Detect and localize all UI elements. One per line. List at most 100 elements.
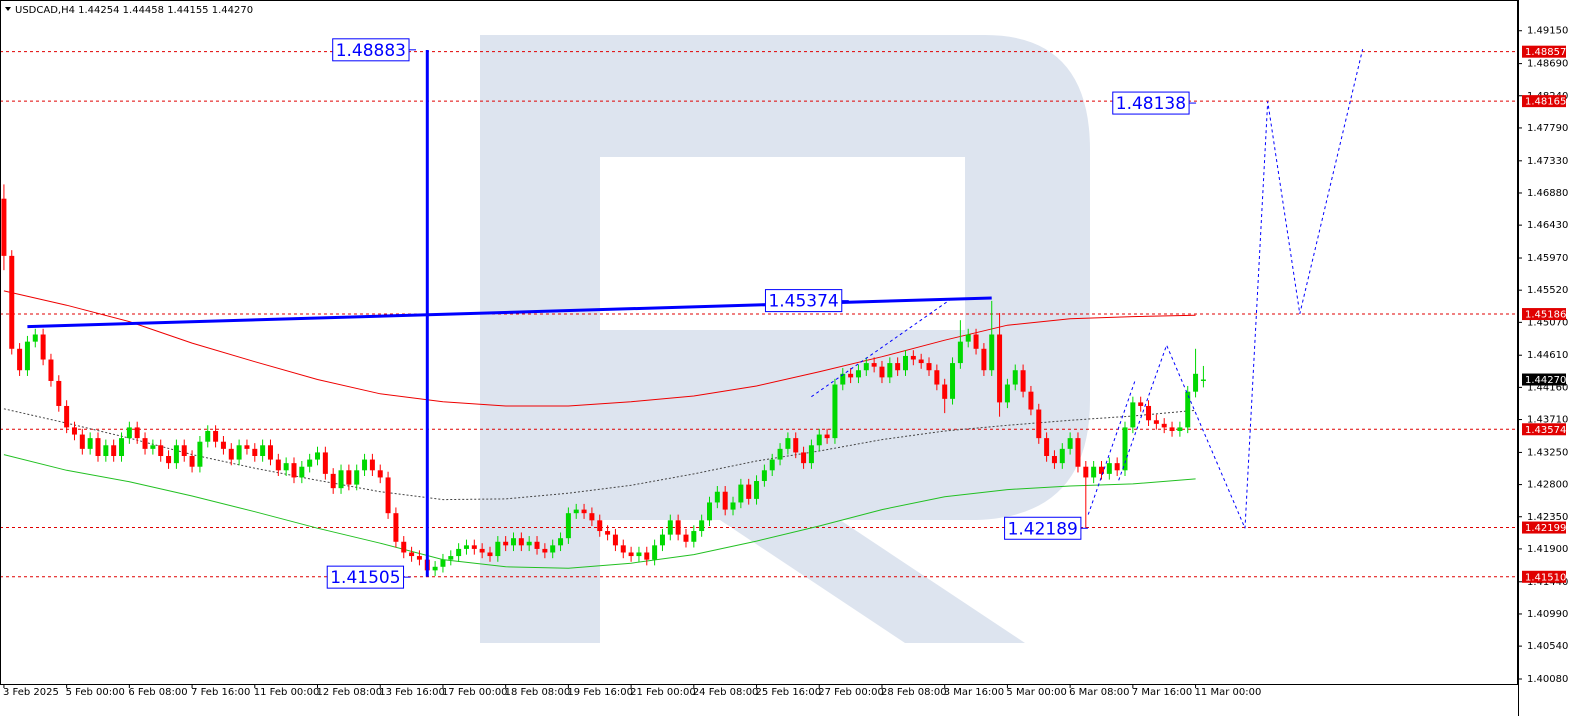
level-price-label: 1.41510 xyxy=(1525,572,1566,583)
candle-body xyxy=(354,470,360,485)
y-tick-label: 1.46430 xyxy=(1527,220,1568,231)
candle-body xyxy=(644,552,650,560)
annotation-label: 1.48883 xyxy=(336,41,406,61)
y-tick-label: 1.44160 xyxy=(1527,382,1568,393)
candle-body xyxy=(667,520,673,535)
level-price-label: 1.43574 xyxy=(1525,425,1566,436)
candle-body xyxy=(213,430,219,442)
x-tick-label: 19 Feb 16:00 xyxy=(567,687,633,698)
candle-body xyxy=(103,445,109,456)
candle-body xyxy=(158,445,164,456)
level-price-box xyxy=(1522,308,1566,321)
candle-body xyxy=(1130,402,1136,428)
candle-body xyxy=(1083,466,1089,478)
candle-body xyxy=(503,541,509,546)
candle-body xyxy=(981,348,987,371)
x-tick-label: 13 Feb 16:00 xyxy=(379,687,445,698)
candle-body xyxy=(542,548,548,553)
y-tick-label: 1.40080 xyxy=(1527,674,1568,685)
y-tick-label: 1.43710 xyxy=(1527,415,1568,426)
x-tick-label: 3 Mar 16:00 xyxy=(944,687,1004,698)
candle-body xyxy=(220,441,226,449)
x-tick-label: 21 Feb 00:00 xyxy=(630,687,696,698)
candle-body xyxy=(197,441,203,467)
candle-body xyxy=(683,534,689,542)
x-tick-label: 11 Mar 00:00 xyxy=(1195,687,1262,698)
candle-body xyxy=(550,545,556,553)
candle-body xyxy=(1012,370,1018,385)
candle-body xyxy=(863,363,869,371)
candle-body xyxy=(1036,409,1042,439)
candle-body xyxy=(769,459,775,471)
candle-body xyxy=(965,334,971,342)
candle-body xyxy=(95,438,101,456)
candle-body xyxy=(597,520,603,532)
candle-body xyxy=(738,484,744,503)
candle-body xyxy=(244,445,250,449)
level-price-label: 1.42199 xyxy=(1525,523,1566,534)
candle-body xyxy=(808,445,814,464)
candle-body xyxy=(895,363,901,371)
candle-body xyxy=(918,359,924,364)
candle-body xyxy=(950,363,956,399)
forecast-line xyxy=(811,297,953,398)
x-tick-label: 18 Feb 08:00 xyxy=(505,687,571,698)
candle-body xyxy=(1067,438,1073,449)
candle-body xyxy=(111,445,117,456)
candle-body xyxy=(48,359,54,381)
candle-body xyxy=(534,541,540,549)
candle-body xyxy=(126,427,132,439)
candle-body xyxy=(730,502,736,510)
candle-body xyxy=(252,448,258,456)
candle-body xyxy=(479,548,485,553)
candle-body xyxy=(275,459,281,471)
candle-body xyxy=(346,470,352,485)
candle-body xyxy=(283,463,289,471)
y-tick-label: 1.40540 xyxy=(1527,641,1568,652)
candle-body xyxy=(558,538,564,546)
candle-body xyxy=(973,334,979,349)
candle-body xyxy=(205,430,211,442)
candle-body xyxy=(1051,456,1057,464)
y-tick-label: 1.48690 xyxy=(1527,59,1568,70)
plot-area xyxy=(0,49,1517,578)
level-price-label: 1.48165 xyxy=(1525,97,1566,108)
watermark xyxy=(480,35,1090,643)
candle-body xyxy=(330,473,336,489)
candle-body xyxy=(17,348,23,371)
candle-body xyxy=(518,538,524,546)
candle-body xyxy=(1138,402,1144,406)
candle-body xyxy=(56,380,62,406)
y-tick-label: 1.47330 xyxy=(1527,156,1568,167)
level-price-box xyxy=(1522,423,1566,436)
x-tick-label: 5 Mar 00:00 xyxy=(1006,687,1066,698)
candle-body xyxy=(307,459,313,467)
candle-body xyxy=(879,366,885,378)
candle-body xyxy=(659,534,665,546)
candle-body xyxy=(173,445,179,464)
candle-body xyxy=(189,456,195,467)
candle-body xyxy=(338,470,344,489)
candle-body xyxy=(362,459,368,471)
last-price-label: 1.44270 xyxy=(1525,375,1566,386)
y-tick-label: 1.45520 xyxy=(1527,285,1568,296)
candle-body xyxy=(801,452,807,464)
candle-body xyxy=(824,434,830,439)
candle-body xyxy=(1,198,7,256)
candle-body xyxy=(1185,391,1191,428)
candle-body xyxy=(385,477,391,514)
level-price-box xyxy=(1522,45,1566,58)
candle-body xyxy=(315,452,321,460)
candle-body xyxy=(910,355,916,360)
y-tick-label: 1.40990 xyxy=(1527,609,1568,620)
candle-body xyxy=(1075,438,1081,467)
candle-body xyxy=(1028,391,1034,410)
x-tick-label: 11 Feb 00:00 xyxy=(254,687,320,698)
candle-body xyxy=(1091,466,1097,478)
x-tick-label: 28 Feb 08:00 xyxy=(881,687,947,698)
candle-body xyxy=(456,548,462,557)
annotation-label: 1.41505 xyxy=(330,568,400,588)
candle-body xyxy=(707,502,713,521)
candle-body xyxy=(487,552,493,557)
candle-body xyxy=(432,566,438,571)
